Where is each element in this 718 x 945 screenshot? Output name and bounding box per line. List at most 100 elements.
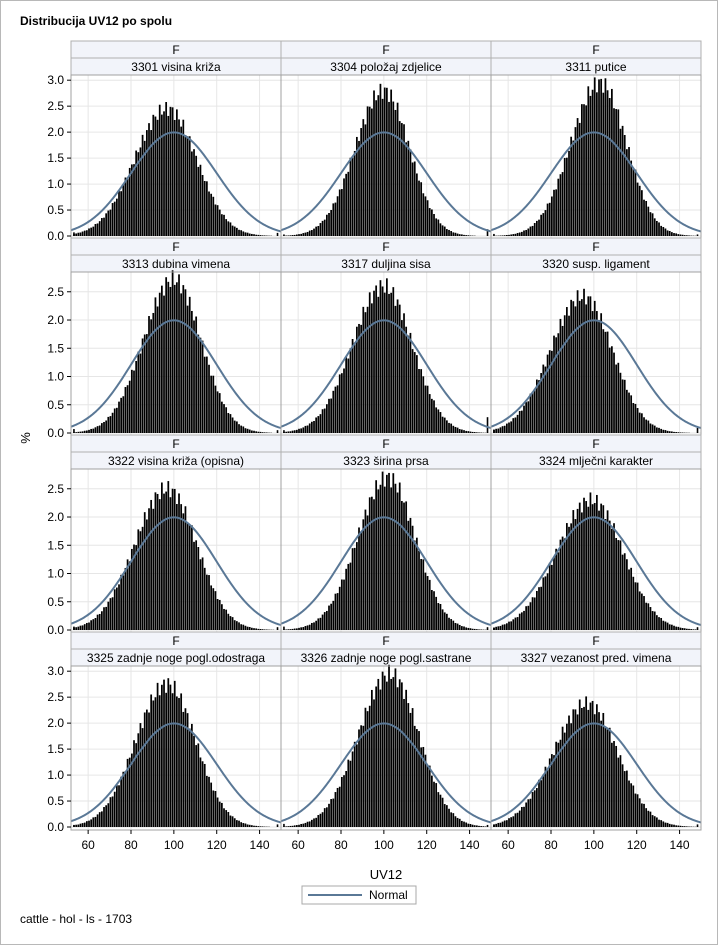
- histogram-bar: [167, 281, 170, 433]
- histogram-bar: [574, 127, 577, 236]
- histogram-bar: [79, 431, 82, 433]
- histogram-bar: [154, 492, 157, 630]
- histogram-bar: [506, 234, 508, 236]
- histogram-bar: [343, 368, 345, 433]
- y-tick-label: 2.0: [47, 125, 64, 139]
- histogram-bar: [473, 432, 476, 433]
- histogram-bar: [636, 182, 639, 236]
- histogram-bar: [411, 349, 414, 433]
- histogram-bar: [403, 502, 405, 630]
- histogram-bar: [681, 628, 684, 630]
- histogram-bar: [484, 826, 487, 827]
- histogram-bar: [257, 826, 260, 827]
- histogram-bar: [240, 822, 243, 827]
- histogram-bar: [371, 303, 373, 433]
- histogram-bar: [608, 520, 611, 630]
- histogram-bar: [583, 497, 585, 630]
- histogram-bar: [377, 95, 380, 237]
- histogram-bar: [651, 424, 654, 433]
- histogram-bar: [326, 807, 328, 827]
- histogram-bar: [184, 506, 187, 630]
- histogram-bar: [437, 219, 440, 236]
- histogram-bar: [225, 407, 228, 433]
- histogram-bar: [666, 622, 669, 630]
- histogram-bar: [218, 801, 221, 827]
- panel-sex-label: F: [592, 43, 599, 57]
- histogram-bar: [531, 792, 534, 827]
- histogram-bar: [677, 432, 680, 433]
- histogram-bar: [221, 604, 223, 630]
- histogram-bar: [113, 791, 116, 827]
- histogram-bar: [255, 825, 258, 827]
- histogram-bar: [441, 797, 444, 827]
- histogram-bar: [548, 202, 551, 236]
- histogram-bar: [437, 792, 440, 827]
- histogram-bar: [548, 758, 551, 827]
- histogram-bar: [636, 582, 639, 630]
- histogram-bar: [244, 428, 247, 433]
- histogram-bar: [540, 586, 543, 630]
- histogram-bar: [218, 599, 221, 630]
- histogram-bar: [319, 813, 322, 827]
- histogram-bar: [533, 388, 536, 433]
- histogram-bar: [216, 391, 219, 433]
- histogram-bar: [240, 425, 243, 433]
- histogram-tail-bar: [283, 823, 285, 827]
- histogram-bar: [630, 567, 633, 630]
- histogram-bar: [557, 552, 560, 630]
- histogram-bar: [396, 102, 399, 236]
- histogram-bar: [81, 431, 84, 433]
- histogram-bar: [679, 432, 682, 433]
- histogram-bar: [448, 229, 450, 236]
- histogram-bar: [124, 177, 127, 236]
- x-tick-label: 80: [544, 838, 558, 852]
- histogram-bar: [653, 218, 656, 236]
- histogram-bar: [351, 338, 354, 433]
- histogram-bar: [585, 105, 588, 236]
- histogram-bar: [572, 301, 575, 433]
- histogram-bar: [334, 593, 337, 630]
- histogram-bar: [251, 430, 253, 433]
- histogram-bar: [467, 627, 470, 630]
- histogram-bar: [163, 111, 165, 236]
- histogram-bar: [666, 822, 669, 827]
- histogram-bar: [227, 613, 230, 630]
- histogram-bar: [103, 807, 105, 827]
- histogram-bar: [379, 83, 382, 237]
- histogram-bar: [306, 425, 309, 433]
- panel-trait-label: 3327 vezanost pred. vimena: [521, 651, 672, 665]
- histogram-bar: [461, 626, 463, 630]
- histogram-bar: [619, 755, 622, 827]
- histogram-bar: [630, 783, 633, 827]
- histogram-bar: [79, 232, 82, 236]
- histogram-bar: [598, 510, 600, 630]
- histogram-bar: [96, 814, 99, 827]
- y-tick-label: 3.0: [47, 73, 64, 87]
- histogram-bar: [381, 671, 384, 827]
- histogram-bar: [259, 431, 262, 433]
- histogram-bar: [210, 375, 213, 433]
- histogram-bar: [311, 421, 313, 433]
- histogram-bar: [96, 426, 99, 433]
- histogram-bar: [675, 825, 678, 827]
- histogram-bar: [454, 622, 457, 630]
- histogram-bar: [197, 547, 200, 630]
- histogram-bar: [77, 824, 80, 827]
- histogram-bar: [347, 759, 350, 827]
- histogram-bar: [158, 695, 161, 827]
- histogram-bar: [336, 787, 339, 827]
- histogram-bar: [638, 798, 641, 827]
- histogram-bar: [128, 167, 131, 236]
- histogram-tail-bar: [283, 234, 285, 236]
- histogram-bar: [101, 218, 103, 236]
- histogram-bar: [559, 539, 562, 630]
- histogram-bar: [133, 740, 135, 827]
- histogram-bar: [146, 334, 148, 433]
- histogram-bar: [480, 629, 483, 630]
- histogram-bar: [131, 369, 133, 433]
- histogram-bar: [171, 107, 174, 236]
- histogram-bar: [206, 356, 208, 433]
- histogram-bar: [362, 119, 365, 236]
- histogram-bar: [246, 824, 249, 827]
- histogram-bar: [536, 590, 538, 630]
